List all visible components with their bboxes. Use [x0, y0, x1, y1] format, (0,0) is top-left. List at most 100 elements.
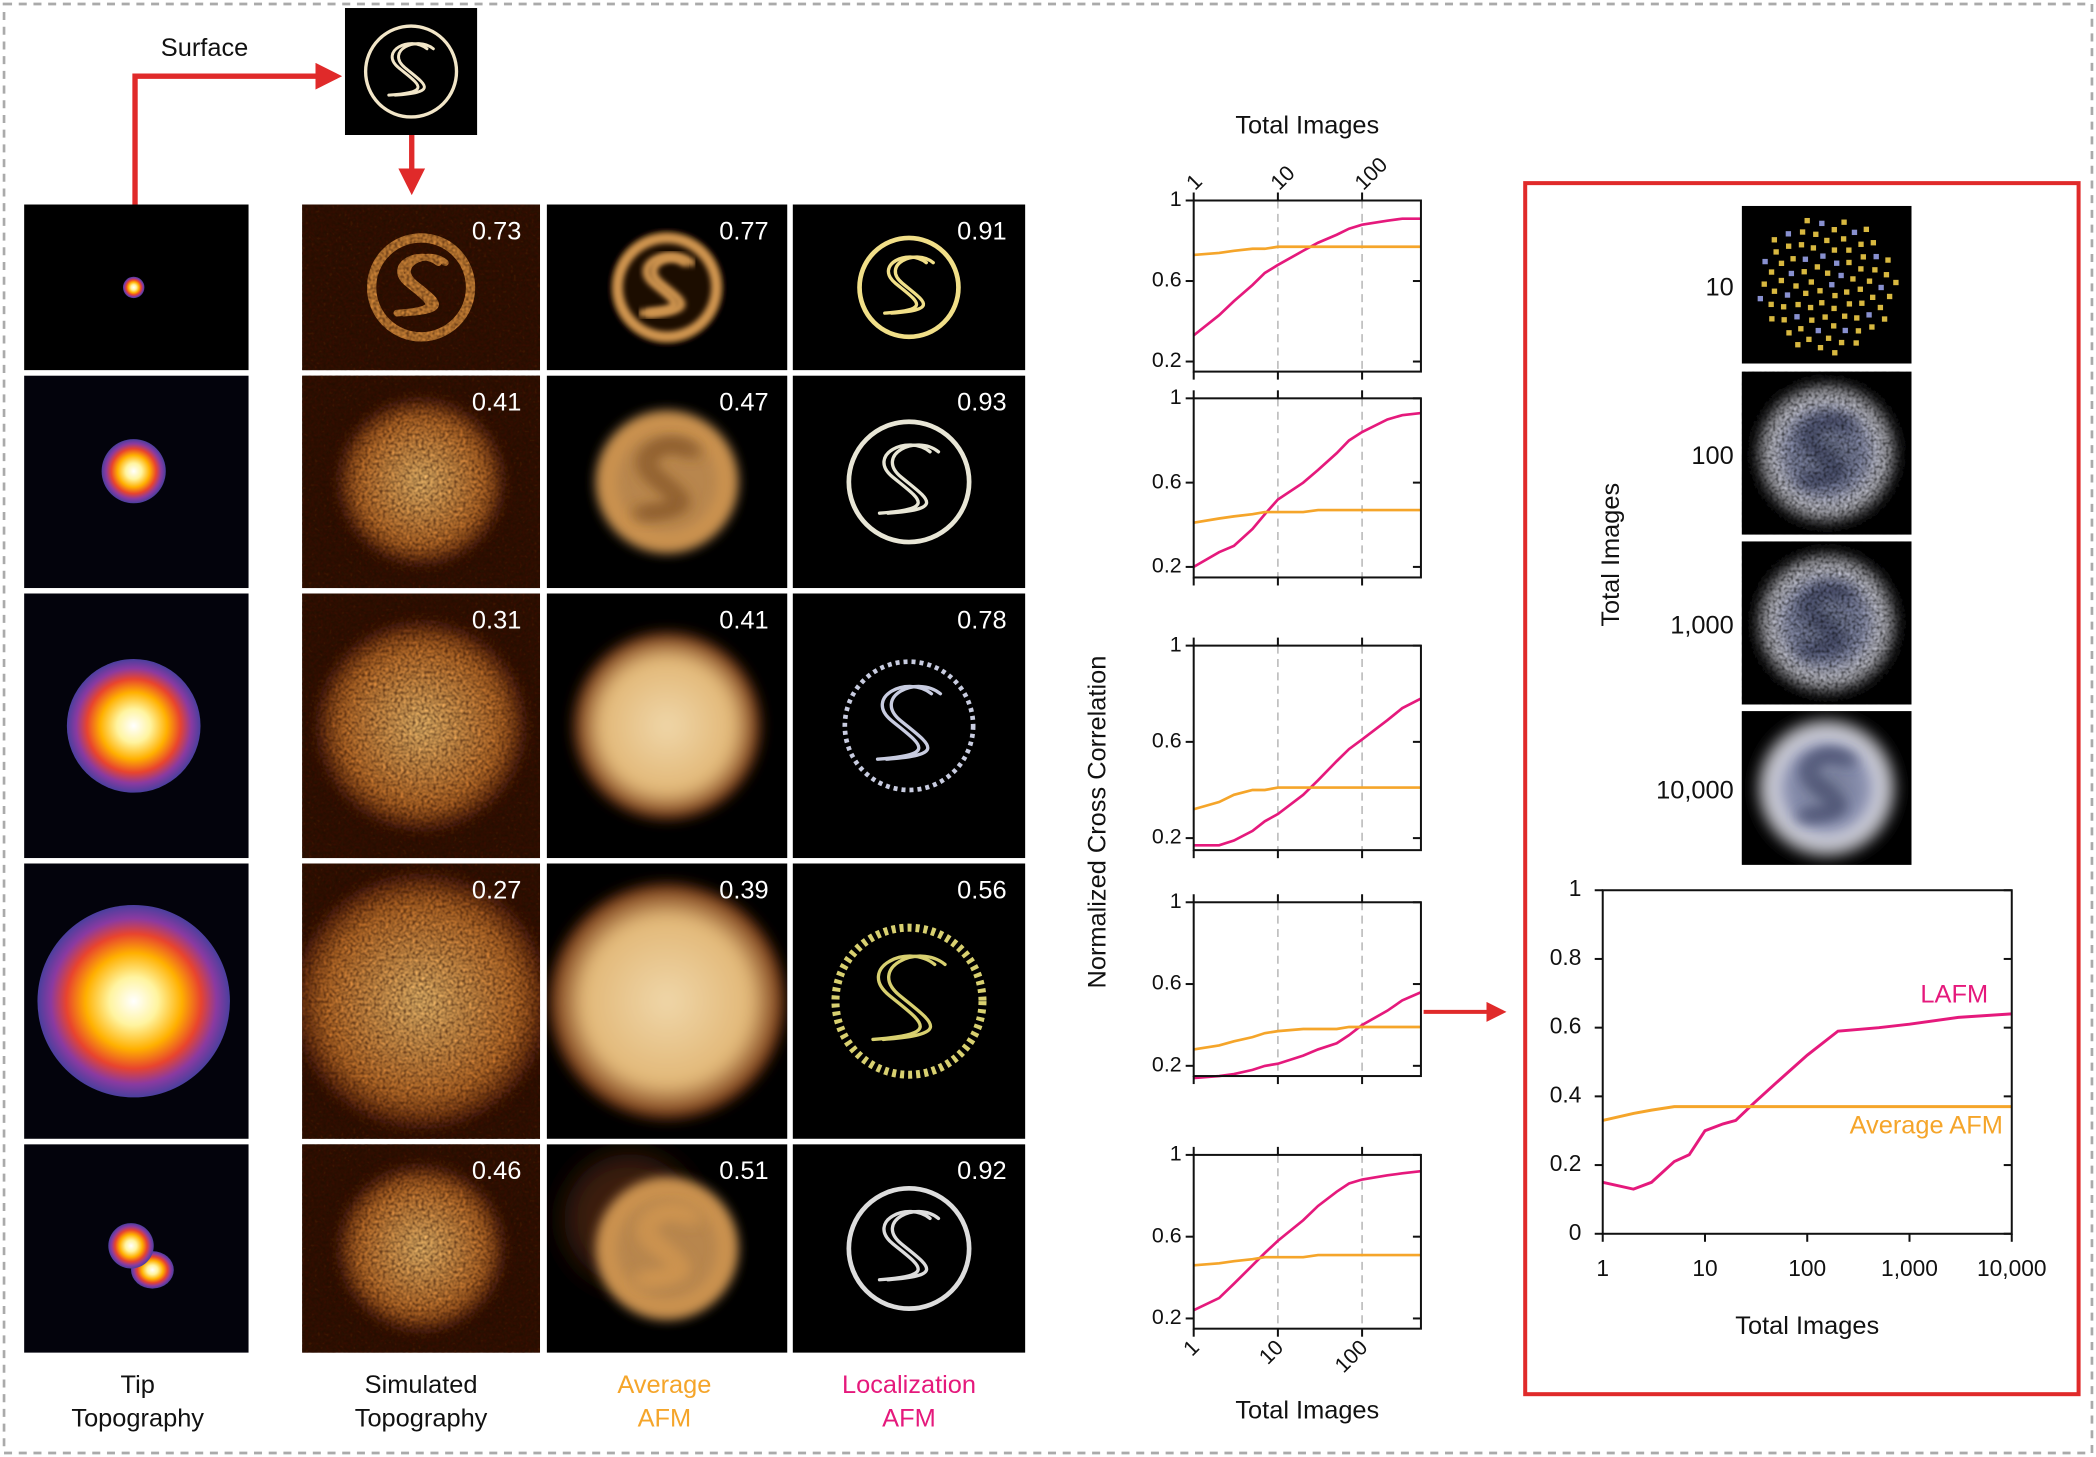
y-tick-label: 0.8 [1550, 944, 1582, 970]
ring [842, 659, 976, 793]
localization-dot [1869, 324, 1875, 330]
arrow [132, 62, 343, 205]
line-series [1193, 1025, 1421, 1051]
y-tick-label: 0.6 [1152, 971, 1182, 995]
image-label: 1,000 [1670, 612, 1734, 640]
score: 0.56 [957, 876, 1006, 904]
localization-dot [1819, 300, 1825, 306]
inset-y-label: Total Images [1597, 483, 1625, 627]
y-tick-label: 1 [1170, 1142, 1182, 1166]
localization-dot [1809, 317, 1815, 323]
localization-dot [1831, 305, 1837, 312]
simulated-topography [302, 863, 541, 1139]
plot-frame [1192, 397, 1422, 579]
s-glyph [886, 443, 941, 515]
simulated-topography [302, 593, 541, 859]
x-tick-label: 10 [1692, 1255, 1717, 1281]
s-glyph [875, 684, 934, 761]
tip-profile [108, 1223, 154, 1269]
localization-dot [1804, 217, 1810, 224]
image-panel [792, 204, 1026, 371]
localization-dot [1840, 236, 1847, 242]
x-tick-label: 10,000 [1977, 1255, 2046, 1281]
y-tick-label: 0.2 [1152, 1052, 1182, 1076]
localization-dot [1824, 270, 1831, 276]
ring [857, 235, 961, 340]
column-label: AFM [882, 1404, 936, 1432]
disc [573, 632, 761, 820]
localization-dot [1886, 293, 1893, 300]
image-panel [546, 1144, 788, 1353]
localization-dot [1793, 283, 1799, 289]
simulated-topography [302, 204, 541, 371]
localization-dot [1798, 242, 1805, 248]
localization-dot [1807, 304, 1814, 311]
s-glyph [400, 253, 449, 317]
y-tick-label: 0.2 [1152, 554, 1182, 578]
localization-dot [1854, 315, 1860, 321]
image-panel [792, 863, 1026, 1139]
score: 0.73 [472, 217, 521, 245]
inset-box [1523, 181, 2081, 1397]
image-panel [24, 375, 249, 589]
localization-dot [1825, 335, 1832, 341]
localization-dot [1768, 301, 1774, 308]
y-tick-label: 1 [1170, 632, 1182, 656]
column-label: Tip [121, 1371, 155, 1399]
localization-dot [1780, 304, 1787, 310]
line-series [1602, 1105, 2012, 1122]
line-series [1193, 411, 1422, 569]
line-series [1602, 1012, 2012, 1191]
image-panel [1741, 711, 1912, 865]
score: 0.41 [472, 388, 521, 416]
score: 0.93 [957, 388, 1006, 416]
s-glyph [641, 440, 702, 518]
localization-dot [1851, 229, 1858, 236]
localization-dot [1769, 316, 1775, 322]
localization-dot [1803, 290, 1809, 297]
column-label: AFM [638, 1404, 692, 1432]
x-tick-label: 1 [1182, 169, 1207, 194]
y-tick-label: 1 [1170, 187, 1182, 211]
line-series [1193, 991, 1422, 1080]
localization-dot [1801, 269, 1807, 275]
localization-dot [1877, 304, 1884, 311]
image-panel [24, 863, 249, 1139]
disc [302, 874, 541, 1129]
localization-dot [1853, 340, 1859, 346]
localization-dot [1846, 247, 1852, 253]
image-panel [792, 593, 1026, 859]
line-series [1192, 217, 1421, 337]
image-panel [546, 593, 788, 859]
localization-dot [1802, 256, 1809, 262]
column-label: Average [617, 1371, 711, 1399]
ring [366, 233, 476, 342]
score: 0.31 [472, 606, 521, 634]
y-tick-label: 0.2 [1152, 348, 1182, 372]
s-glyph [884, 684, 943, 761]
localization-dot [1773, 249, 1779, 255]
surface-label: Surface [161, 34, 248, 62]
score: 0.51 [719, 1157, 768, 1185]
localization-dot [1814, 264, 1821, 270]
score: 0.41 [719, 606, 768, 634]
localization-dot [1817, 344, 1824, 351]
localization-dot [1784, 292, 1791, 298]
s-glyph [890, 255, 935, 315]
localization-dot [1885, 257, 1891, 263]
localization-dot [1846, 301, 1853, 307]
s-glyph [1803, 586, 1857, 655]
image-panel [546, 863, 788, 1139]
image-panel [1741, 371, 1912, 535]
localization-dot [1822, 314, 1828, 320]
image-panel [546, 204, 788, 371]
localization-dot [1838, 272, 1844, 279]
image-panel [1741, 205, 1912, 364]
tip-profile [101, 439, 166, 504]
localization-dot [1815, 327, 1821, 334]
localization-dot [1841, 313, 1848, 319]
plot-frame [1192, 199, 1422, 373]
localization-dot [1838, 339, 1845, 346]
